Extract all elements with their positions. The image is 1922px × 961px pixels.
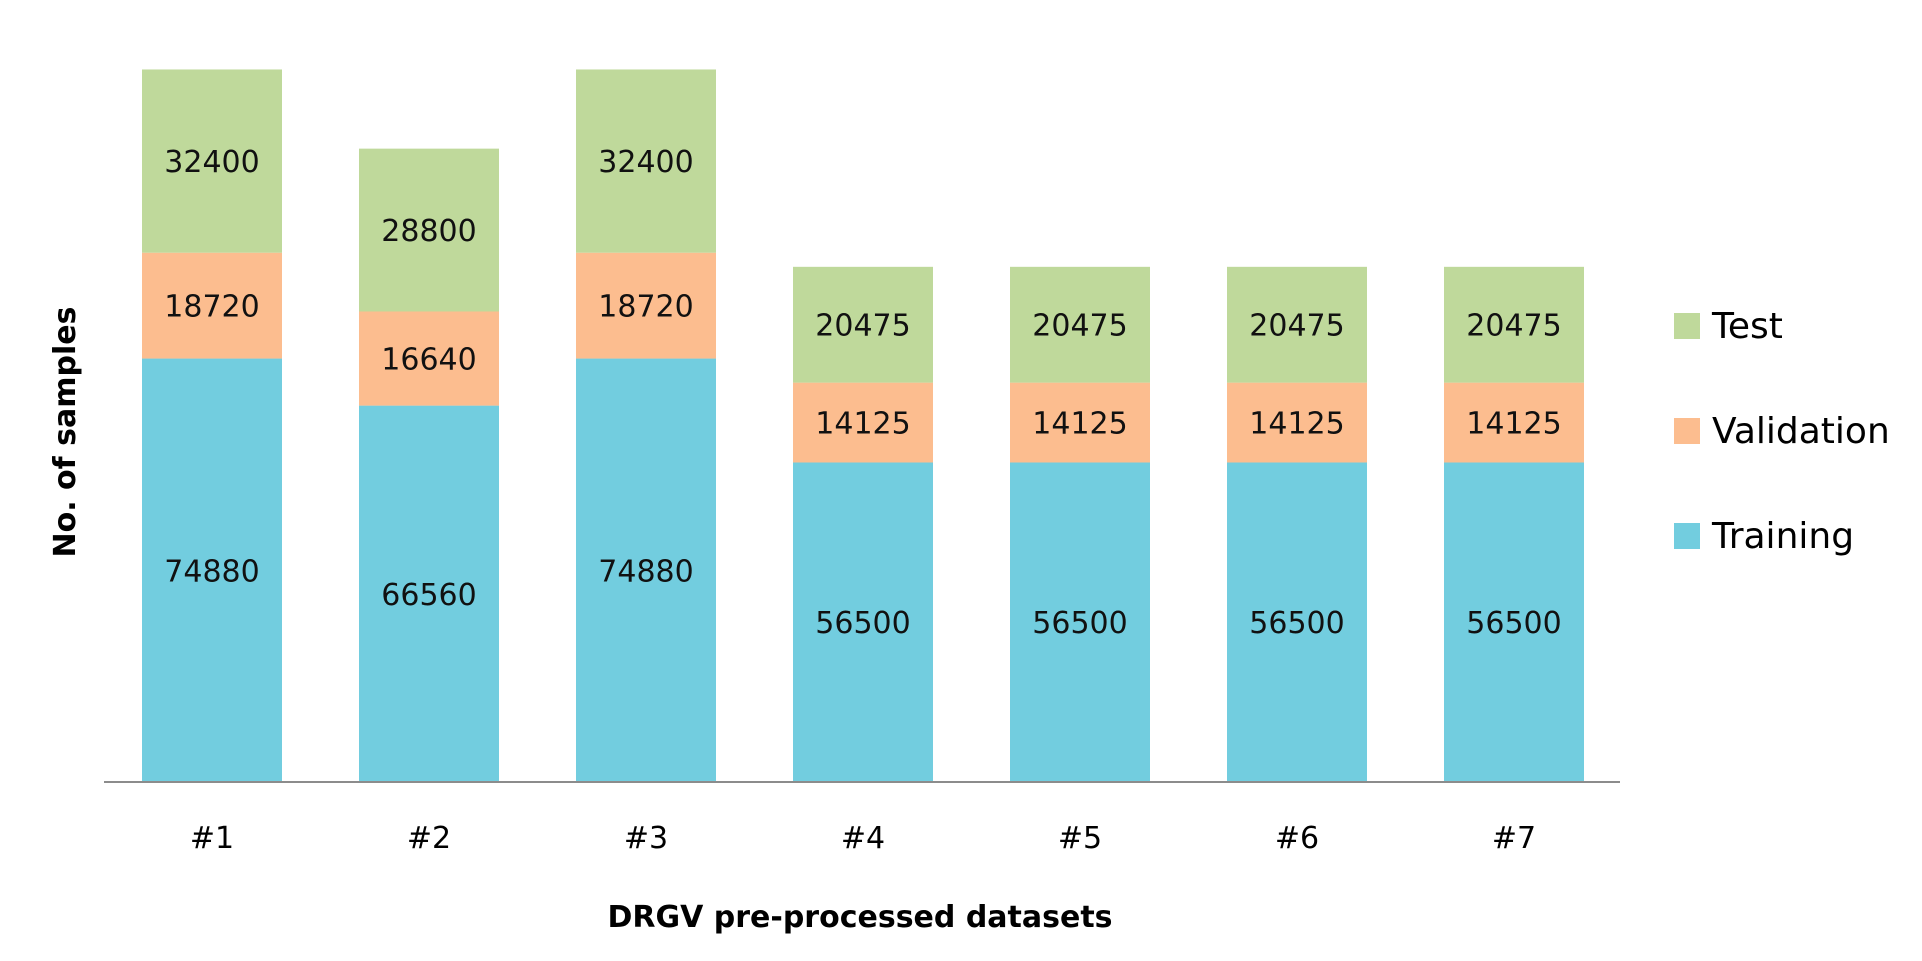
legend-label-validation: Validation [1712, 411, 1890, 452]
data-label-test-5: 20475 [1032, 309, 1127, 344]
legend-swatch-validation [1674, 418, 1700, 444]
bar-validation-5 [1010, 382, 1150, 463]
x-tick-label-2: #2 [407, 821, 451, 856]
x-tick-label-6: #6 [1275, 821, 1319, 856]
bar-test-3 [576, 69, 716, 253]
data-label-validation-4: 14125 [815, 407, 910, 442]
x-tick-labels: #1 #2 #3 #4 #5 #6 #7 [190, 821, 1536, 856]
bar-test-2 [359, 148, 499, 312]
data-label-test-4: 20475 [815, 309, 910, 344]
bar-validation-4 [793, 382, 933, 463]
x-tick-label-4: #4 [841, 821, 885, 856]
legend-swatch-test [1674, 313, 1700, 339]
bar-test-1 [142, 69, 282, 253]
bar-training-4 [793, 462, 933, 782]
y-axis-title: No. of samples [48, 307, 83, 558]
data-label-training-2: 66560 [381, 578, 476, 613]
bars-group: 74880 18720 32400 66560 16640 28800 74880 18720… [142, 69, 1584, 782]
data-label-validation-3: 18720 [598, 290, 693, 325]
legend-label-test: Test [1711, 306, 1783, 347]
data-label-test-3: 32400 [598, 145, 693, 180]
bar-training-1 [142, 358, 282, 782]
data-label-validation-6: 14125 [1249, 407, 1344, 442]
bar-training-5 [1010, 462, 1150, 782]
bar-validation-6 [1227, 382, 1367, 463]
bar-test-4 [793, 266, 933, 383]
x-tick-label-5: #5 [1058, 821, 1102, 856]
x-tick-label-3: #3 [624, 821, 668, 856]
data-label-training-5: 56500 [1032, 606, 1127, 641]
data-label-validation-1: 18720 [164, 290, 259, 325]
x-tick-label-7: #7 [1492, 821, 1536, 856]
bar-validation-7 [1444, 382, 1584, 463]
data-label-test-6: 20475 [1249, 309, 1344, 344]
x-tick-label-1: #1 [190, 821, 234, 856]
bar-training-3 [576, 358, 716, 782]
data-label-training-3: 74880 [598, 554, 693, 589]
bar-test-6 [1227, 266, 1367, 383]
data-label-training-4: 56500 [815, 606, 910, 641]
legend-label-training: Training [1711, 516, 1854, 557]
legend-swatch-training [1674, 523, 1700, 549]
data-label-validation-7: 14125 [1466, 407, 1561, 442]
bar-validation-1 [142, 252, 282, 359]
data-label-test-7: 20475 [1466, 309, 1561, 344]
data-label-validation-5: 14125 [1032, 407, 1127, 442]
data-label-training-1: 74880 [164, 554, 259, 589]
data-label-test-2: 28800 [381, 214, 476, 249]
data-label-validation-2: 16640 [381, 343, 476, 378]
data-label-training-7: 56500 [1466, 606, 1561, 641]
x-axis-title: DRGV pre-processed datasets [607, 900, 1112, 935]
bar-validation-3 [576, 252, 716, 359]
bar-test-7 [1444, 266, 1584, 383]
data-label-training-6: 56500 [1249, 606, 1344, 641]
legend: Test Validation Training [1674, 306, 1890, 557]
bar-training-6 [1227, 462, 1367, 782]
bar-training-7 [1444, 462, 1584, 782]
bar-test-5 [1010, 266, 1150, 383]
bar-training-2 [359, 405, 499, 782]
data-label-test-1: 32400 [164, 145, 259, 180]
bar-validation-2 [359, 311, 499, 406]
